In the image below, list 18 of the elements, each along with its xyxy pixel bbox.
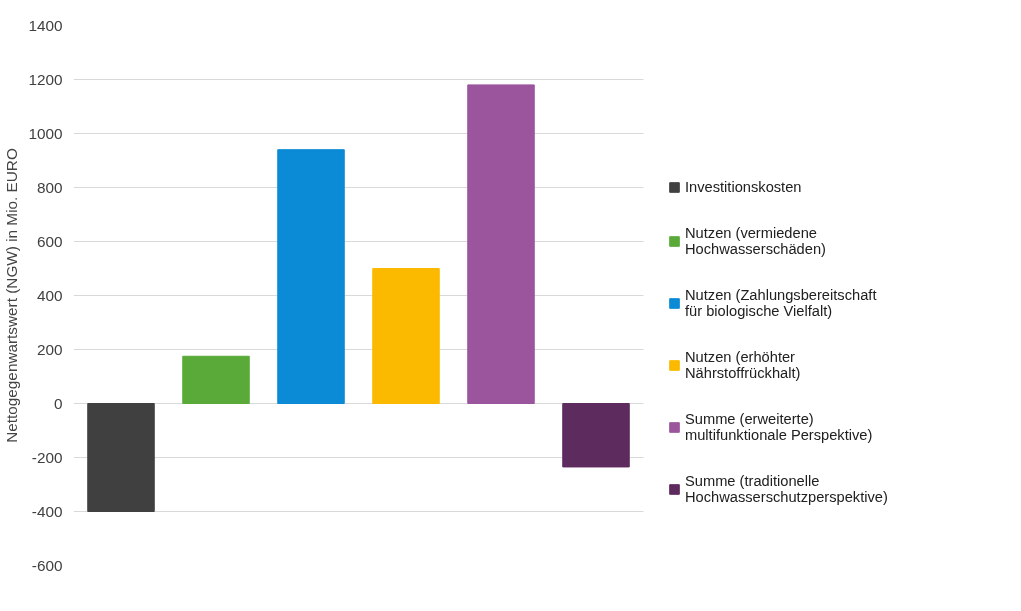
y-tick-label: -200 <box>31 448 63 466</box>
y-tick-label: 600 <box>36 232 63 250</box>
y-tick-label: -600 <box>31 556 63 574</box>
legend-label: Summe (erweiterte) multifunktionale Perspektive) <box>685 411 873 443</box>
legend-label: Nutzen (Zahlungsbereitschaft für biologische Vielfalt) <box>685 287 877 319</box>
y-tick-label: 400 <box>36 286 63 304</box>
legend-label: Investitionskosten <box>685 179 802 195</box>
y-tick-label: 1400 <box>28 16 63 34</box>
y-tick-label: 800 <box>36 178 63 196</box>
y-tick-label: 1200 <box>28 70 63 88</box>
y-tick-label: 0 <box>53 394 63 412</box>
legend-label: Summe (traditionelle Hochwasserschutzperspektive) <box>685 473 888 505</box>
y-tick-label: 1000 <box>28 124 63 142</box>
legend-label: Nutzen (erhöhter Nährstoffrückhalt) <box>685 349 801 381</box>
y-axis-title: Nettogegenwartswert (NGW) in Mio. EURO <box>3 148 21 443</box>
legend-label: Nutzen (vermiedene Hochwasserschäden) <box>685 225 826 257</box>
y-tick-label: -400 <box>31 502 63 520</box>
y-tick-label: 200 <box>36 340 63 358</box>
